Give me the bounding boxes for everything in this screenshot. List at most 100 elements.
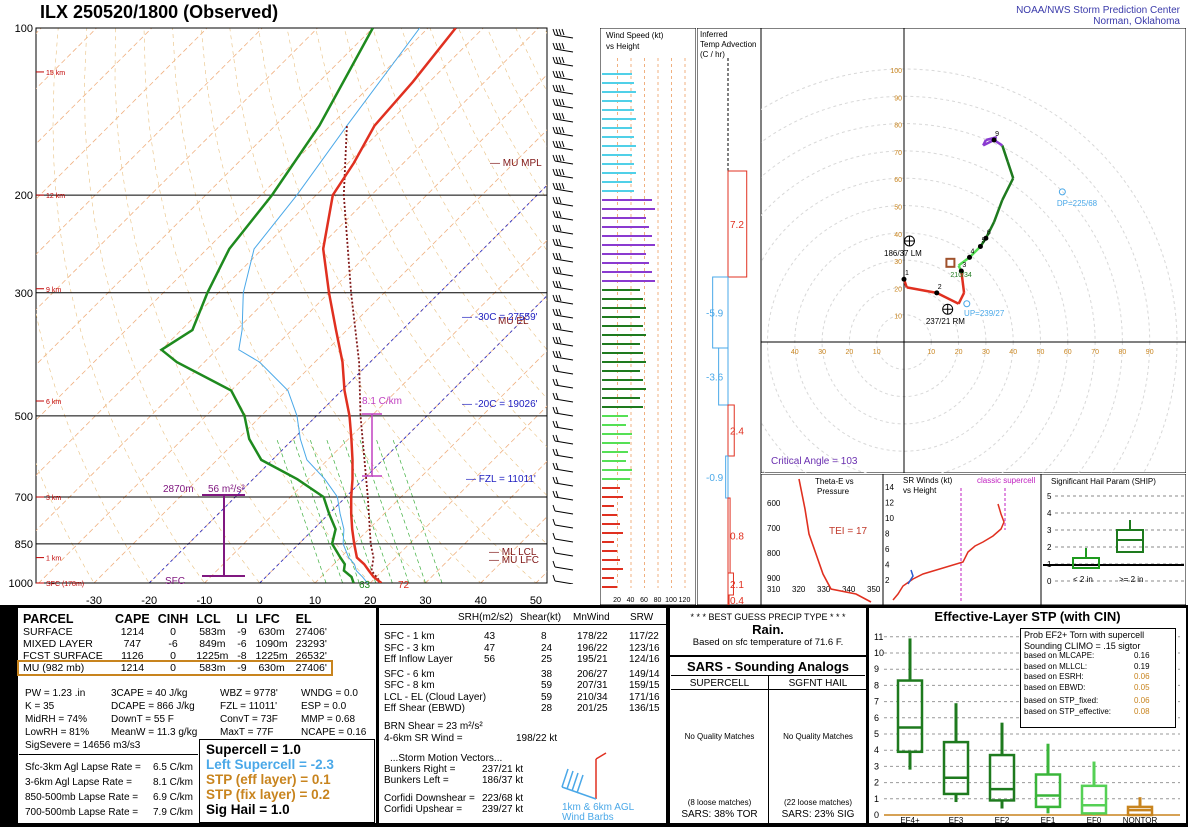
wind-barb xyxy=(552,378,574,389)
minus30c-label: — -30C = 27559' xyxy=(462,312,538,323)
temp-tick-label: 30 xyxy=(419,595,431,605)
tei-value: TEI = 17 xyxy=(829,526,868,537)
prob-row: based on MLLCL: 0.19 xyxy=(1024,661,1150,671)
hodo-ring-label: 100 xyxy=(890,68,902,75)
hodo-height-label: 9 xyxy=(995,131,999,138)
speed-tick: 100 xyxy=(665,597,677,604)
stp-box-label: EF2 xyxy=(995,816,1010,824)
srw-y-tick: 2 xyxy=(885,576,890,585)
isotherm xyxy=(36,28,429,421)
li-header: LI xyxy=(236,612,248,626)
cape-header: CAPE xyxy=(115,612,150,626)
hodo-height-label: 6 xyxy=(987,229,991,236)
stp-y-tick: 8 xyxy=(874,680,879,690)
wind-barb xyxy=(552,574,574,584)
stp-box-ef3 xyxy=(942,703,970,803)
stp-y-tick: 2 xyxy=(874,778,879,788)
srw-classic: classic supercell xyxy=(977,476,1035,485)
hodo-x-label: 20 xyxy=(846,349,854,356)
dp-label: DP=225/68 xyxy=(1057,199,1098,208)
advection-layer xyxy=(727,572,734,596)
hodo-segment xyxy=(982,139,988,146)
moist-adiabat xyxy=(326,438,377,583)
parcel-panel: PARCEL CAPE CINH LCL LI LFC EL SURFACE 12… xyxy=(17,608,376,823)
stp-y-tick: 4 xyxy=(874,745,879,755)
table-row: FCST SURFACE 1126 0 1225m -8 1225m 26532' xyxy=(23,650,327,662)
mu-el-label: MU EL xyxy=(498,316,529,327)
hodo-height-dot xyxy=(991,137,997,143)
advection-layer xyxy=(725,455,729,499)
indices-col4: WNDG = 0.0 ESP = 0.0 MMP = 0.68 NCAPE = 0.1… xyxy=(301,688,367,738)
wind-barb xyxy=(552,182,574,193)
stp-box-label: NONTOR xyxy=(1123,816,1158,824)
isotherm xyxy=(36,28,318,311)
lm-label: 186/37 LM xyxy=(884,249,922,258)
theta-y-tick: 900 xyxy=(767,574,781,583)
moist-adiabat xyxy=(309,438,360,583)
srw-y-tick: 10 xyxy=(885,514,894,523)
dry-adiabat xyxy=(372,28,547,351)
sars-panel: SARS - Sounding Analogs SUPERCELL SGFNT … xyxy=(670,657,867,823)
sfc-temp-label: 72 xyxy=(398,580,410,591)
hodo-segment xyxy=(960,270,966,294)
parcel-table: PARCEL CAPE CINH LCL LI LFC EL SURFACE 12… xyxy=(17,612,333,676)
speed-tick: 80 xyxy=(654,597,662,604)
wind-barb xyxy=(552,420,574,431)
srw-title-1: SR Winds (kt) xyxy=(903,476,953,485)
up-label: UP=239/27 xyxy=(964,309,1005,318)
hodo-ring-label: 30 xyxy=(894,259,902,266)
mean-wind-label: 210/34 xyxy=(950,272,972,279)
cinh-header: CINH xyxy=(157,612,189,626)
hodo-x-label: 20 xyxy=(955,349,963,356)
stp-y-tick: 7 xyxy=(874,697,879,707)
hodo-ring-label: 40 xyxy=(894,232,902,239)
pressure-label: 1000 xyxy=(9,578,33,590)
wind-barb xyxy=(552,252,574,263)
hodo-x-label: 30 xyxy=(818,349,826,356)
table-row: SFC - 8 km 59 207/31 159/15 xyxy=(384,680,660,691)
moist-adiabat xyxy=(359,438,410,583)
temp-tick-label: -30 xyxy=(86,595,102,605)
advection-label: -3.6 xyxy=(706,373,724,384)
temp-tick-label: 50 xyxy=(530,595,542,605)
hodo-ring-label: 60 xyxy=(894,177,902,184)
dry-adiabat xyxy=(315,28,547,448)
lapse-label: 8.1 C/km xyxy=(362,396,402,407)
hodo-height-dot xyxy=(901,276,907,282)
hodo-ring-label: 10 xyxy=(894,314,902,321)
isotherm xyxy=(36,28,263,255)
stp-y-tick: 10 xyxy=(874,648,884,658)
pressure-label: 850 xyxy=(15,539,33,551)
wind-barb xyxy=(552,546,574,557)
hodo-height-label: 5 xyxy=(981,237,985,244)
hodo-segment xyxy=(1006,161,1015,179)
theta-x-tick: 350 xyxy=(867,585,881,594)
speed-tick: 120 xyxy=(679,597,691,604)
hodo-ring-label: 80 xyxy=(894,123,902,130)
wind-barb xyxy=(552,560,574,571)
dry-adiabat xyxy=(52,28,205,583)
prob-row: based on EBWD: 0.05 xyxy=(1024,682,1150,692)
table-row: SFC - 6 km 38 206/27 149/14 xyxy=(384,668,660,680)
wind-speed-title-1: Wind Speed (kt) xyxy=(606,31,664,40)
hodo-segment xyxy=(984,221,996,239)
advection-layer xyxy=(718,347,729,406)
wind-speed-title-2: vs Height xyxy=(606,42,640,51)
spc-location: Norman, Oklahoma xyxy=(1093,16,1180,27)
hodo-x-label: 60 xyxy=(1064,349,1072,356)
advection-layer xyxy=(727,594,730,605)
height-label: 9 km xyxy=(46,287,61,294)
isotherm xyxy=(36,28,374,366)
wind-barb xyxy=(552,532,574,543)
dry-adiabat xyxy=(258,28,547,545)
pressure-label: 700 xyxy=(15,492,33,504)
height-label: 3 km xyxy=(46,495,61,502)
stp-box-ef2 xyxy=(988,722,1016,809)
wind-barb xyxy=(552,42,574,53)
wind-barb xyxy=(552,350,574,361)
dry-adiabat xyxy=(172,28,426,583)
table-row: Eff Shear (EBWD) 28 201/25 136/15 xyxy=(384,703,660,714)
upshear-marker xyxy=(963,300,971,308)
theta-e-panel: Theta-E vs Pressure TEI = 17 600 700 800 90… xyxy=(761,474,883,605)
dcape-bracket xyxy=(202,494,245,577)
